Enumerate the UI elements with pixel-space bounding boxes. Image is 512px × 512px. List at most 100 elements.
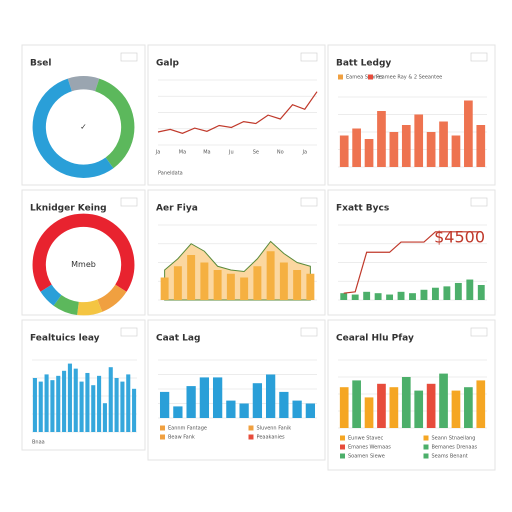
bar	[187, 255, 196, 300]
panel-title: Batt Ledgy	[336, 59, 391, 69]
bar	[120, 381, 125, 432]
bar	[364, 397, 374, 428]
bar	[439, 121, 448, 167]
menu-button[interactable]	[470, 197, 488, 207]
bar	[292, 400, 302, 418]
bar	[401, 125, 411, 167]
menu-button[interactable]	[300, 327, 318, 337]
bar	[226, 273, 235, 300]
legend-swatch	[340, 444, 345, 450]
bar	[253, 266, 262, 300]
bar	[212, 377, 223, 418]
bar	[32, 378, 37, 432]
legend-label: Emanes Wemaas	[348, 445, 391, 451]
legend-swatch	[368, 74, 373, 80]
bar	[401, 377, 411, 428]
bar	[352, 380, 361, 428]
panel-title: Bsel	[30, 59, 51, 69]
bar	[377, 111, 386, 167]
bar	[386, 294, 394, 300]
bar	[239, 403, 249, 418]
menu-button[interactable]	[300, 52, 318, 62]
legend-swatch	[423, 453, 429, 459]
bar	[409, 293, 416, 300]
legend-label: Eannm Fantage	[168, 426, 207, 432]
menu-button[interactable]	[300, 197, 318, 207]
bar	[132, 388, 137, 432]
legend-label: Peaakanies	[257, 435, 286, 441]
bar	[476, 125, 486, 167]
x-tick-label: Ma	[179, 150, 186, 156]
bar	[464, 387, 473, 428]
bar	[476, 380, 486, 428]
legend-label: Beaw Fank	[168, 435, 195, 441]
bar	[339, 387, 349, 428]
panel-title: Fealtuics leay	[30, 334, 100, 344]
panel-title: Aer Fiya	[156, 204, 198, 214]
annotation: $4500	[434, 228, 485, 247]
bar	[451, 135, 461, 167]
bar	[454, 282, 462, 300]
legend-label: Eamea Seanes	[346, 75, 383, 81]
bar	[85, 372, 90, 432]
legend-label: Seams Benant	[432, 454, 468, 460]
panel	[147, 319, 326, 461]
bar	[50, 380, 55, 432]
menu-button[interactable]	[470, 327, 488, 337]
donut-segment	[67, 76, 100, 92]
bar	[439, 373, 448, 428]
panel-title: Galp	[156, 59, 180, 69]
bar	[173, 266, 182, 300]
legend-label: Eunwe Stavec	[348, 436, 383, 442]
menu-button[interactable]	[120, 52, 138, 62]
donut-segment	[97, 284, 127, 312]
panel-title: Caat Lag	[156, 334, 200, 344]
bar	[414, 114, 424, 167]
bar	[91, 385, 96, 432]
footer: Bnaa	[32, 440, 45, 446]
bar	[364, 139, 374, 167]
bar	[363, 291, 371, 300]
legend-swatch	[340, 453, 345, 459]
donut-segment	[32, 78, 114, 178]
legend-swatch	[248, 434, 254, 440]
bar	[374, 293, 382, 300]
legend-swatch	[248, 425, 254, 431]
bar	[200, 262, 209, 300]
bar	[377, 383, 386, 428]
donut-segment	[32, 213, 135, 292]
bar	[466, 279, 474, 300]
bar	[159, 391, 170, 418]
legend-swatch	[423, 444, 429, 450]
bar	[279, 391, 289, 418]
line	[343, 231, 482, 294]
bar	[186, 386, 196, 418]
bar	[108, 367, 113, 432]
bar	[67, 363, 72, 432]
panel	[147, 44, 326, 186]
donut-segment	[94, 78, 135, 169]
x-tick-label: Se	[253, 150, 259, 156]
bar	[464, 100, 473, 167]
donut-segment	[53, 294, 80, 316]
center-label: Mmeb	[71, 260, 96, 269]
bar	[339, 135, 349, 167]
x-tick-label: Ma	[203, 150, 210, 156]
line	[157, 91, 318, 134]
legend-label: Bemanes Drenaas	[432, 445, 478, 451]
menu-button[interactable]	[120, 197, 138, 207]
legend-swatch	[340, 435, 345, 441]
bar	[426, 132, 436, 167]
menu-button[interactable]	[470, 52, 488, 62]
legend-label: Sluvenn Fanik	[257, 426, 292, 432]
x-tick-label: Ja	[155, 150, 161, 156]
x-tick-label: Ja	[301, 150, 307, 156]
bar	[173, 406, 183, 418]
donut-segment	[40, 284, 62, 306]
panel-title: Fxatt Bycs	[336, 204, 389, 214]
bar	[213, 270, 222, 300]
menu-button[interactable]	[120, 327, 138, 337]
bar	[97, 375, 102, 432]
bar	[160, 277, 169, 300]
